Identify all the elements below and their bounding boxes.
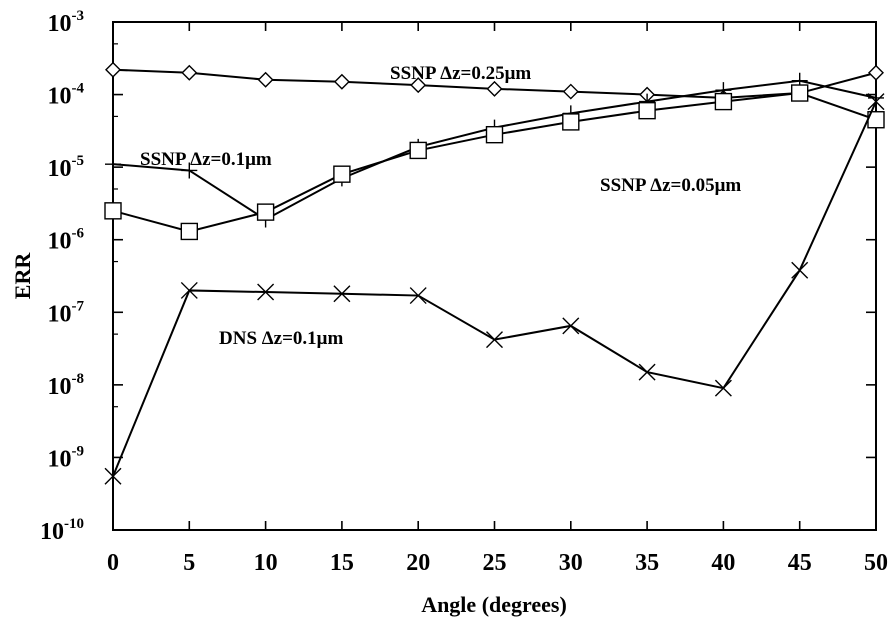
x-tick-label: 30 xyxy=(559,550,583,576)
x-tick-label: 5 xyxy=(183,550,195,576)
x-tick-label: 45 xyxy=(788,550,812,576)
y-tick-base: 10 xyxy=(48,446,72,472)
x-marker xyxy=(409,287,427,305)
y-tick-label: 10-4 xyxy=(48,81,85,110)
square-marker xyxy=(333,165,351,183)
x-tick-label: 40 xyxy=(711,550,735,576)
square-marker xyxy=(638,101,656,120)
y-tick-label: 10-8 xyxy=(48,371,85,400)
series-3 xyxy=(104,84,885,241)
diamond-marker xyxy=(181,64,198,81)
series-annotation: SSNP Δz=0.05μm xyxy=(600,175,741,196)
x-marker xyxy=(791,261,809,279)
square-marker xyxy=(791,84,809,102)
x-axis-title: Angle (degrees) xyxy=(421,592,567,617)
x-tick-label: 25 xyxy=(483,550,507,576)
square-marker xyxy=(409,141,427,160)
x-marker xyxy=(486,331,503,349)
y-tick-label: 10-7 xyxy=(48,298,85,327)
y-tick-base: 10 xyxy=(48,156,72,182)
y-tick-base: 10 xyxy=(48,301,72,327)
square-marker xyxy=(104,202,122,220)
series-annotation: SSNP Δz=0.1μm xyxy=(140,149,272,170)
y-tick-label: 10-3 xyxy=(48,8,85,37)
x-tick-label: 50 xyxy=(864,550,888,576)
y-tick-label: 10-6 xyxy=(48,226,85,255)
plus-marker xyxy=(181,162,198,179)
x-marker xyxy=(562,317,580,335)
x-tick-label: 35 xyxy=(635,550,659,576)
diamond-marker xyxy=(333,73,350,90)
y-tick-exponent: -9 xyxy=(72,443,85,459)
x-marker xyxy=(333,285,351,303)
x-tick-label: 0 xyxy=(107,550,119,576)
y-tick-base: 10 xyxy=(48,374,72,400)
series-layer xyxy=(104,61,885,485)
series-4 xyxy=(104,93,885,485)
annotation-layer: SSNP Δz=0.25μm SSNP Δz=0.1μm SSNP Δz=0.05μ… xyxy=(140,63,741,349)
square-marker xyxy=(562,113,580,131)
x-marker xyxy=(104,467,122,485)
axis-ticks: 0 5 10 15 20 25 30 35 40 45 5010-310-410-510-610-7… xyxy=(40,8,888,576)
square-marker xyxy=(714,92,733,111)
y-tick-label: 10-10 xyxy=(40,516,84,545)
x-marker xyxy=(714,379,732,397)
x-tick-label: 15 xyxy=(330,550,354,576)
diamond-marker xyxy=(410,77,427,94)
y-tick-base: 10 xyxy=(48,229,72,255)
square-marker xyxy=(256,203,275,221)
y-tick-exponent: -4 xyxy=(72,81,85,97)
square-marker xyxy=(485,125,504,144)
plus-marker xyxy=(105,156,121,173)
diamond-marker xyxy=(257,71,274,88)
x-marker xyxy=(180,281,198,299)
series-annotation: DNS Δz=0.1μm xyxy=(219,328,343,349)
square-marker xyxy=(180,222,199,241)
x-marker xyxy=(638,363,656,381)
y-tick-exponent: -8 xyxy=(72,371,85,387)
y-axis-title: ERR xyxy=(10,252,35,300)
y-tick-exponent: -6 xyxy=(72,226,85,242)
y-tick-base: 10 xyxy=(48,11,72,37)
x-tick-label: 10 xyxy=(254,550,278,576)
x-tick-label: 20 xyxy=(406,550,430,576)
diamond-marker xyxy=(562,83,579,100)
y-tick-label: 10-5 xyxy=(48,153,85,182)
y-tick-exponent: -7 xyxy=(72,298,85,314)
y-tick-exponent: -10 xyxy=(64,516,84,532)
y-tick-exponent: -3 xyxy=(72,8,85,24)
x-marker xyxy=(257,283,275,301)
y-tick-label: 10-9 xyxy=(48,443,85,472)
x-marker xyxy=(867,93,885,111)
y-tick-base: 10 xyxy=(40,519,64,545)
diamond-marker xyxy=(486,80,503,97)
y-tick-base: 10 xyxy=(48,84,72,110)
y-tick-exponent: -5 xyxy=(72,153,85,169)
diamond-marker xyxy=(868,64,884,81)
diamond-marker xyxy=(105,61,121,78)
series-annotation: SSNP Δz=0.25μm xyxy=(390,63,531,84)
